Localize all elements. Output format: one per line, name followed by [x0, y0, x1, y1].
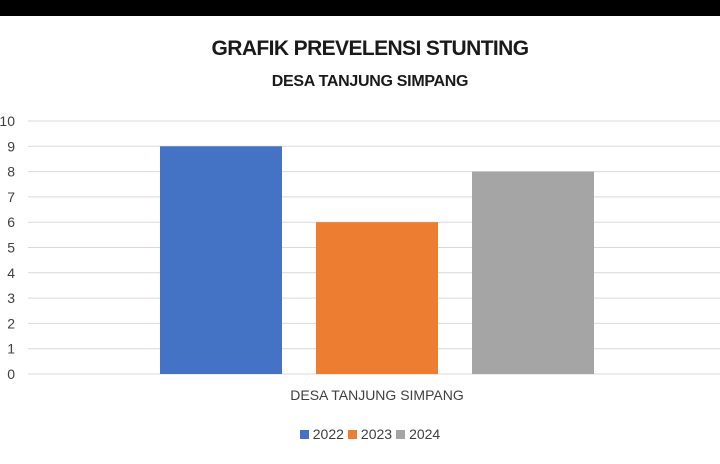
y-tick-label: 9	[7, 138, 15, 154]
bar-2024	[472, 171, 594, 374]
chart-title: GRAFIK PREVELENSI STUNTING	[211, 37, 530, 60]
y-tick-label: 8	[7, 164, 15, 180]
bar-plot: 0 1 2 3 4 5 6 7 8 9 10 DESA TANJUNG SIMPANG	[0, 113, 720, 403]
x-category-label: DESA TANJUNG SIMPANG	[290, 387, 463, 403]
legend-item-2024: 2024	[396, 426, 440, 442]
y-tick-label: 3	[7, 290, 15, 306]
legend: 2022 2023 2024	[0, 426, 720, 442]
chart-area: GRAFIK PREVELENSI STUNTING DESA TANJUNG …	[0, 16, 720, 458]
y-tick-label: 5	[7, 240, 15, 256]
legend-swatch	[347, 430, 357, 439]
legend-label: 2023	[360, 426, 393, 442]
legend-item-2023: 2023	[347, 426, 393, 442]
y-tick-label: 0	[7, 366, 15, 382]
bar-2023	[316, 222, 438, 374]
y-tick-label: 6	[7, 214, 15, 230]
y-tick-label: 7	[7, 189, 15, 205]
y-tick-label: 4	[7, 265, 15, 281]
chart-subtitle: DESA TANJUNG SIMPANG	[271, 73, 469, 90]
legend-swatch	[299, 430, 309, 439]
y-tick-label: 10	[0, 113, 15, 129]
bottom-border	[0, 458, 720, 464]
y-tick-label: 2	[7, 315, 15, 331]
legend-label: 2024	[409, 426, 441, 442]
y-tick-label: 1	[7, 341, 15, 357]
legend-label: 2022	[312, 426, 344, 442]
legend-swatch	[396, 430, 406, 439]
legend-item-2022: 2022	[299, 426, 344, 442]
bar-2022	[160, 146, 282, 374]
